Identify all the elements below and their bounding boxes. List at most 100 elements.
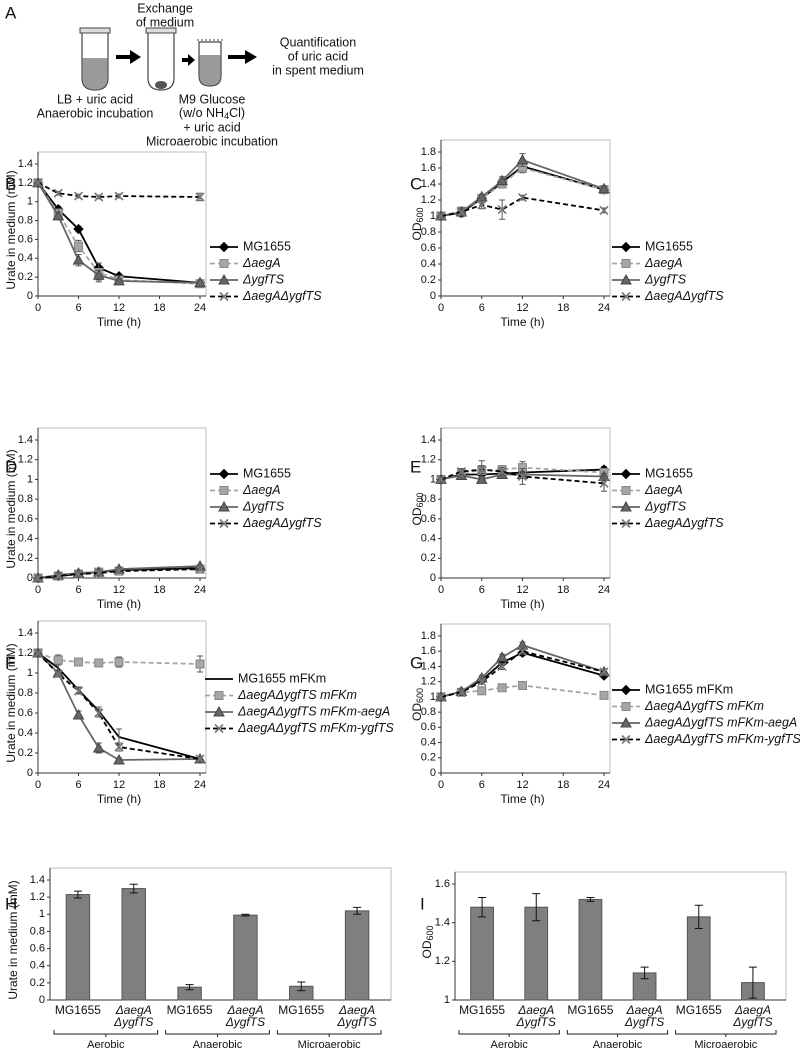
y-tick-label: 0.4 (421, 258, 436, 270)
marker (599, 205, 609, 215)
marker (94, 568, 104, 578)
y-tick-label: 0.6 (421, 721, 436, 733)
plot-frame (440, 427, 611, 579)
legend-label: ΔaegAΔygfTS mFKm-aegA (644, 715, 797, 729)
marker (620, 684, 632, 696)
y-axis-label-sub: 600 (425, 925, 435, 940)
schematic: A LB + uric acid Anaerobic incubation Ex… (5, 1, 364, 148)
y-tick-label: 1.2 (18, 177, 33, 189)
y-tick-label: 0.8 (421, 706, 436, 718)
group-label: Aerobic (491, 1039, 529, 1051)
marker (92, 269, 105, 280)
legend-label: ΔaegAΔygfTS mFKm-ygfTS (644, 732, 800, 746)
legend-label: ΔaegAΔygfTS (644, 516, 724, 530)
tube-cap (79, 27, 111, 34)
marker (73, 569, 84, 579)
y-tick-label: 1.4 (421, 434, 436, 446)
series-line (37, 182, 201, 198)
legend-label: MG1655 mFKm (645, 682, 733, 696)
error-bar (694, 904, 703, 929)
marker (621, 734, 631, 745)
marker (114, 566, 124, 576)
x-tick-label: ΔygfTS (336, 1015, 376, 1029)
arrow (228, 50, 257, 64)
error-bar (748, 966, 757, 999)
panel-letter: H (5, 894, 17, 913)
plot-frame (454, 871, 787, 1001)
marker (477, 677, 487, 687)
x-tick-label: MG1655 (55, 1003, 101, 1017)
x-tick-label: ΔaegA (517, 1003, 554, 1017)
y-axis-label-text: Urate in medium (mM) (4, 643, 18, 762)
group-label: Aerobic (87, 1039, 125, 1051)
y-tick-label: 0.4 (18, 532, 33, 544)
y-tick-label: 1 (27, 473, 33, 485)
y-axis-label-sub: 600 (415, 688, 425, 703)
y-tick-label: 0.4 (421, 736, 436, 748)
x-tick-label: 24 (194, 302, 206, 314)
marker (53, 669, 63, 679)
marker (219, 291, 229, 302)
marker (620, 716, 632, 728)
x-tick-label: 24 (598, 584, 610, 596)
y-tick-label: 0.2 (18, 552, 33, 564)
y-tick-label: 1.4 (421, 178, 436, 190)
marker (218, 468, 230, 480)
y-tick-label: 0.8 (421, 226, 436, 238)
error-bar (185, 984, 194, 991)
error-bar (73, 890, 82, 899)
marker (620, 468, 632, 480)
y-axis-label: Urate in medium (mM) (4, 170, 18, 289)
bar (65, 894, 91, 1001)
y-tick-label: 1.2 (421, 454, 436, 466)
bar (578, 898, 603, 1001)
y-axis-label-text: OD (410, 507, 424, 525)
medium (199, 55, 221, 86)
x-tick-label: ΔaegA (626, 1003, 663, 1017)
x-tick-label: 12 (113, 302, 125, 314)
x-tick-label: 6 (75, 779, 81, 791)
marker (497, 661, 507, 672)
y-axis-label: OD600 (420, 925, 435, 958)
step-label-part: Cl) (229, 106, 245, 120)
x-tick-label: 12 (516, 584, 528, 596)
marker (621, 518, 631, 529)
marker (599, 690, 609, 700)
legend-label: ΔygfTS (644, 499, 687, 513)
x-tick-label: MG1655 (567, 1003, 613, 1017)
error-bar (586, 897, 595, 902)
y-tick-label: 0 (27, 290, 33, 302)
panel-letter: A (5, 3, 17, 22)
error-bar (478, 897, 487, 918)
y-tick-label: 1 (430, 691, 436, 703)
marker (475, 473, 488, 484)
y-tick-label: 1.6 (421, 162, 436, 174)
bar (344, 910, 370, 1001)
y-axis-label: OD600 (410, 207, 425, 240)
y-tick-label: 0 (430, 767, 436, 779)
marker (436, 211, 446, 221)
error-bar (241, 913, 250, 917)
medium (82, 58, 108, 90)
marker (517, 646, 528, 656)
y-axis-label: Urate in medium (mM) (6, 880, 20, 999)
marker (195, 192, 205, 202)
group-bracket (566, 1030, 669, 1037)
y-tick-label: 0.8 (18, 493, 33, 505)
y-tick-label: 0.6 (421, 513, 436, 525)
y-tick-label: 1.4 (18, 158, 33, 170)
y-tick-label: 1.4 (30, 874, 45, 886)
marker (53, 188, 63, 198)
y-tick-label: 0.2 (18, 271, 33, 283)
legend-label: ΔygfTS (242, 272, 285, 286)
marker (113, 274, 125, 286)
x-axis-label: Time (h) (500, 315, 544, 329)
y-axis-label-text: Urate in medium (mM) (4, 170, 18, 289)
marker (73, 686, 84, 696)
y-tick-label: 1.2 (421, 194, 436, 206)
marker (73, 223, 84, 235)
y-tick-label: 0 (39, 994, 45, 1006)
marker (219, 259, 229, 268)
marker (219, 518, 229, 529)
panel-letter: B (5, 174, 16, 193)
